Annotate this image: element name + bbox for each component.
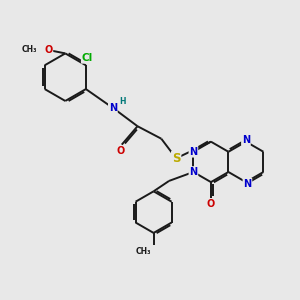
Text: N: N — [189, 147, 197, 157]
Text: O: O — [116, 146, 124, 156]
Text: N: N — [189, 167, 197, 177]
Text: N: N — [109, 103, 117, 113]
Text: CH₃: CH₃ — [22, 45, 38, 54]
Text: N: N — [243, 178, 251, 189]
Text: S: S — [172, 152, 180, 165]
Text: O: O — [207, 199, 215, 209]
Text: N: N — [242, 135, 250, 145]
Text: O: O — [44, 45, 52, 56]
Text: CH₃: CH₃ — [135, 248, 151, 256]
Text: Cl: Cl — [82, 53, 93, 63]
Text: H: H — [119, 97, 126, 106]
